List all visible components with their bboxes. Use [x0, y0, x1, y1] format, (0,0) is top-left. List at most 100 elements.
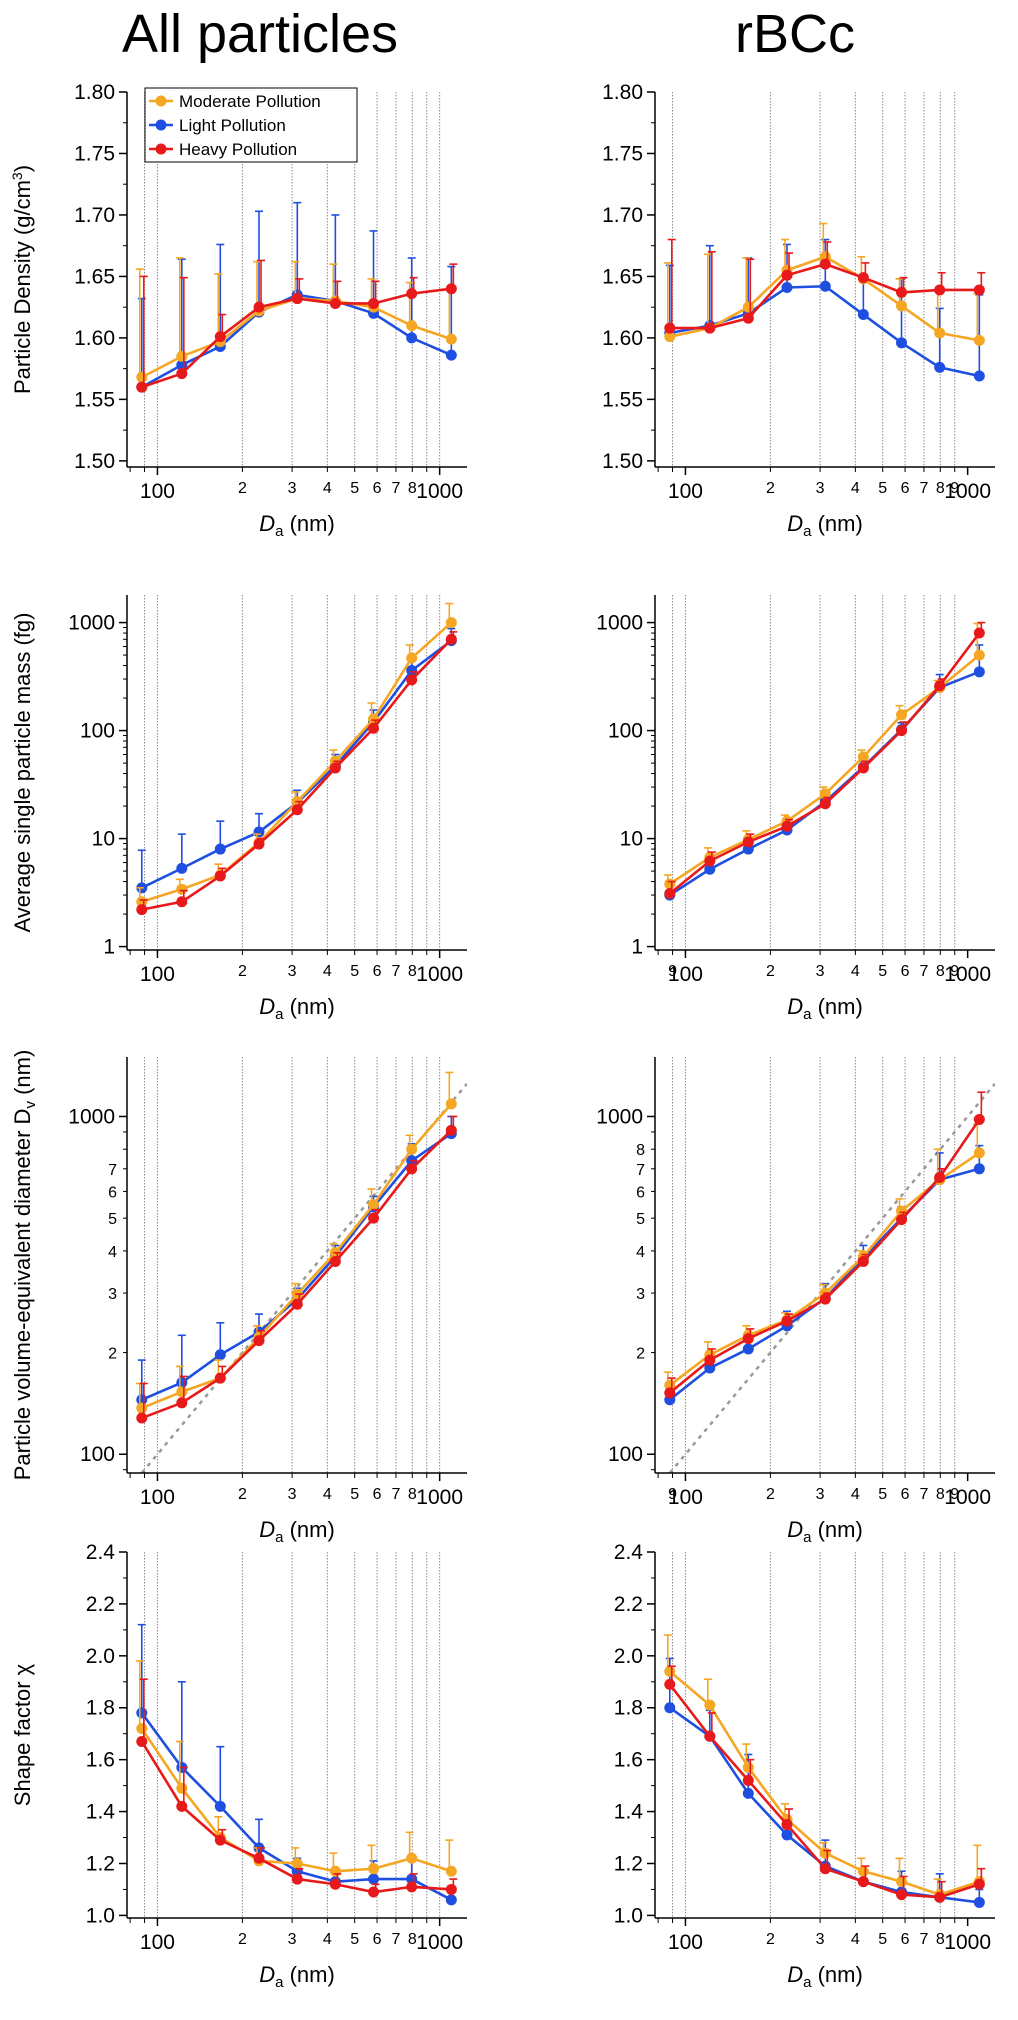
x-axis-label: Da (nm) — [259, 1517, 335, 1546]
data-point — [781, 269, 793, 281]
y-tick-label: 1.8 — [86, 1697, 115, 1720]
x-label-unit: (nm) — [811, 994, 862, 1019]
data-point — [781, 1829, 793, 1841]
y-tick-label: 1.65 — [602, 265, 643, 288]
data-point — [742, 1761, 754, 1773]
y-tick-label: 1000 — [68, 612, 115, 635]
series-line — [141, 293, 452, 389]
data-point — [819, 280, 831, 292]
data-point — [253, 1852, 265, 1864]
data-point — [368, 1199, 380, 1211]
data-point — [704, 1354, 716, 1366]
data-point — [368, 1873, 380, 1885]
legend: Moderate Pollution Light Pollution Heavy P… — [144, 87, 358, 163]
y-tick-label: 1000 — [596, 1105, 643, 1128]
x-label-subscript: a — [275, 523, 284, 540]
x-tick-label: 100 — [668, 1486, 703, 1509]
data-point — [819, 798, 831, 810]
series-line — [141, 639, 453, 890]
x-label-subscript: a — [275, 1529, 284, 1546]
data-point — [445, 1894, 457, 1906]
y-tick-label: 1.55 — [74, 388, 115, 411]
data-point — [819, 788, 831, 800]
y-label-end: ) — [10, 165, 35, 172]
data-point — [214, 1800, 226, 1812]
x-minor-tick-label: 2 — [766, 480, 775, 497]
data-point — [136, 371, 148, 383]
y-tick-label: 2.0 — [614, 1645, 643, 1668]
data-point — [973, 666, 985, 678]
data-point — [896, 1889, 908, 1901]
data-point — [781, 1819, 793, 1831]
data-point — [664, 1702, 676, 1714]
data-point — [445, 617, 457, 629]
x-label-symbol: D — [259, 511, 275, 536]
y-tick-label: 2.4 — [614, 1541, 644, 1564]
data-point — [742, 1333, 754, 1345]
x-label-symbol: D — [787, 1517, 803, 1542]
data-point — [445, 1124, 457, 1136]
data-point — [214, 1349, 226, 1361]
data-point — [934, 680, 946, 692]
y-axis-label: Average single particle mass (fg) — [10, 613, 35, 933]
y-tick-label: 1.55 — [602, 388, 643, 411]
data-point — [704, 863, 716, 875]
data-point — [896, 709, 908, 721]
x-tick-label: 1000 — [416, 963, 463, 986]
series-moderate-pollution — [135, 602, 457, 908]
x-minor-tick-label: 6 — [901, 1486, 910, 1503]
data-point — [973, 627, 985, 639]
y-tick-label: 1.6 — [86, 1749, 115, 1772]
x-minor-tick-label: 7 — [391, 1486, 400, 1503]
x-tick-label: 1000 — [944, 1486, 991, 1509]
x-minor-tick-label: 2 — [238, 963, 247, 980]
legend-label: Moderate Pollution — [179, 92, 321, 111]
data-point — [176, 1397, 188, 1409]
data-point — [176, 350, 188, 362]
data-point — [176, 1800, 188, 1812]
x-minor-tick-label: 4 — [323, 1486, 332, 1503]
series-line — [141, 297, 452, 379]
y-axis-label: Particle volume-equivalent diameter Dv (… — [10, 1050, 39, 1481]
data-point — [857, 1256, 869, 1268]
data-point — [136, 1412, 148, 1424]
legend-swatch-marker — [155, 119, 167, 131]
data-point — [406, 1143, 418, 1155]
x-minor-tick-label: 6 — [373, 963, 382, 980]
x-label-symbol: D — [787, 1962, 803, 1987]
y-tick-label: 1.2 — [614, 1852, 643, 1875]
data-point — [406, 288, 418, 300]
x-minor-tick-label: 4 — [851, 963, 860, 980]
data-point — [329, 1865, 341, 1877]
series-line — [141, 1129, 453, 1420]
x-minor-tick-label: 6 — [373, 1486, 382, 1503]
data-point — [664, 1678, 676, 1690]
y-tick-label: 1.0 — [614, 1904, 643, 1927]
x-label-unit: (nm) — [283, 1962, 334, 1987]
data-point — [406, 1163, 418, 1175]
data-point — [896, 286, 908, 298]
data-point — [253, 1335, 265, 1347]
x-tick-label: 100 — [668, 480, 703, 503]
x-minor-tick-label: 2 — [766, 1931, 775, 1948]
data-point — [136, 1402, 148, 1414]
series-light-pollution — [664, 1144, 985, 1406]
data-point — [136, 904, 148, 916]
data-point — [176, 883, 188, 895]
legend-swatch-marker — [155, 95, 167, 107]
y-tick-label: 100 — [608, 720, 643, 743]
data-point — [857, 309, 869, 321]
data-point — [973, 1896, 985, 1908]
data-point — [857, 751, 869, 763]
data-point — [664, 331, 676, 343]
x-minor-tick-label: 9 — [668, 1486, 677, 1503]
column-title-rbcc: rBCc — [735, 4, 855, 64]
x-minor-tick-label: 3 — [816, 1486, 825, 1503]
data-point — [291, 804, 303, 816]
x-minor-tick-label: 3 — [816, 1931, 825, 1948]
y-minor-tick-label: 6 — [636, 1184, 645, 1201]
